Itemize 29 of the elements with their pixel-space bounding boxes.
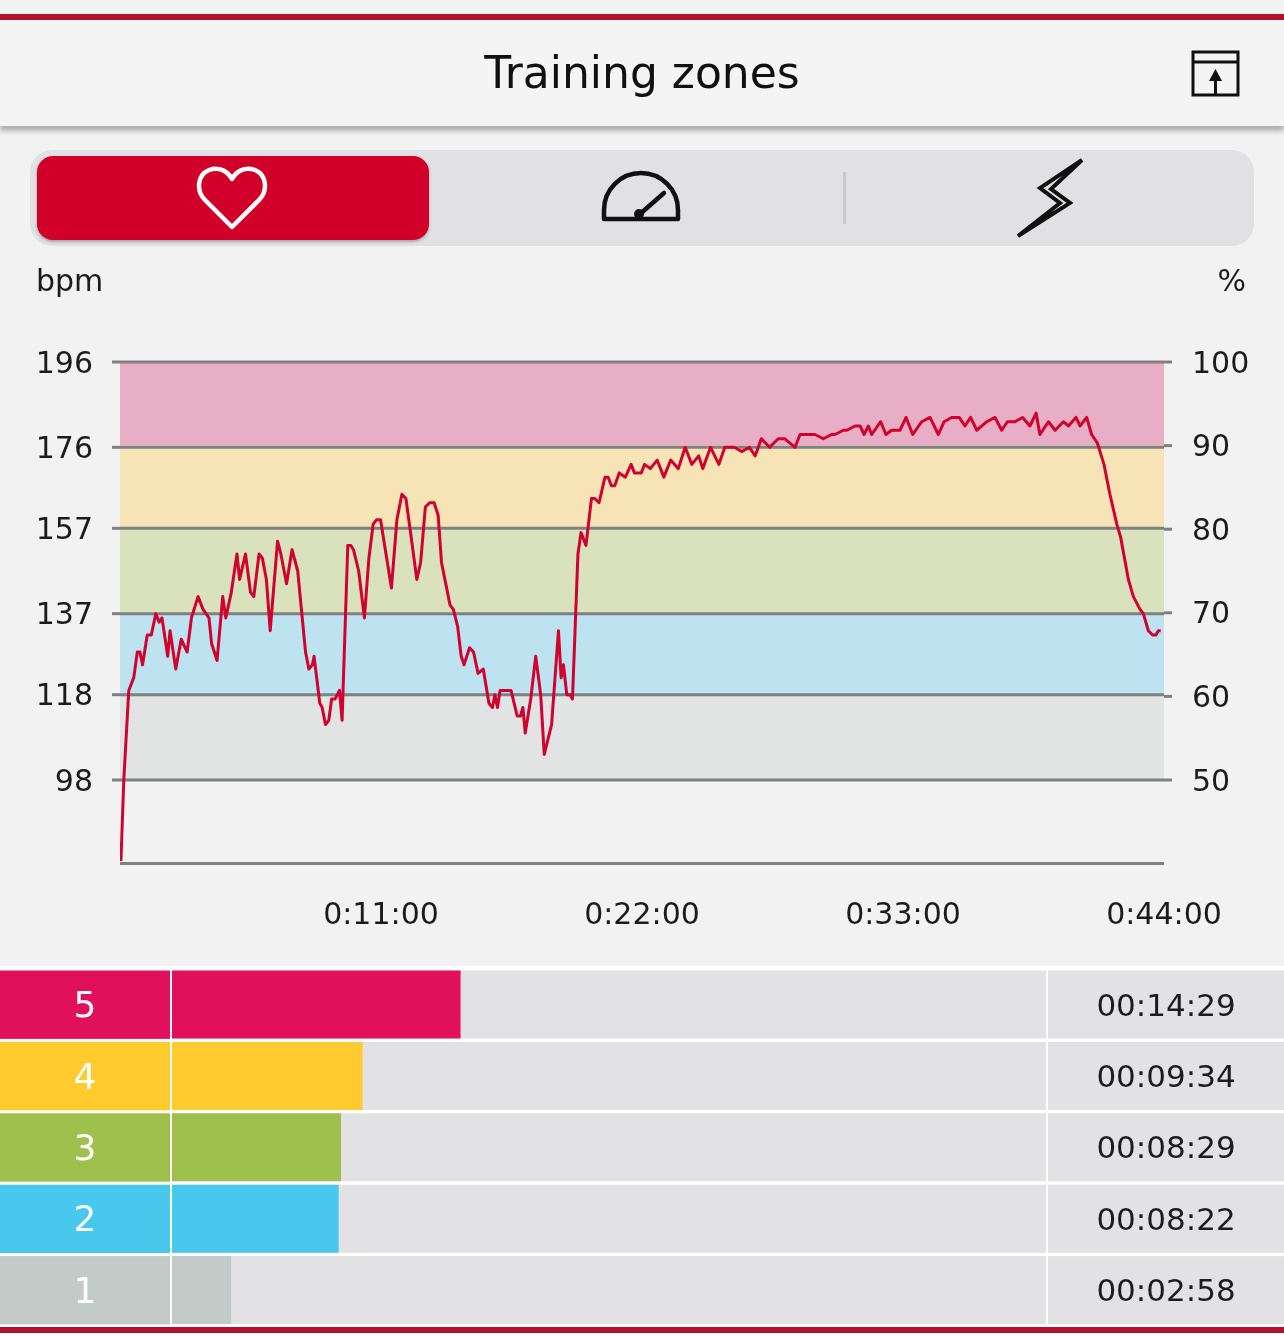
y-tick-label: 98 xyxy=(54,762,93,798)
y2-tick-label: 100 xyxy=(1192,344,1250,380)
y-tick-label: 137 xyxy=(35,596,93,632)
chart-title: Training zones xyxy=(484,47,800,99)
y2-tick-label: 90 xyxy=(1192,428,1231,464)
y2-tick-label: 70 xyxy=(1192,595,1231,631)
data-label: 00:08:29 xyxy=(1096,1129,1236,1166)
y-tick-label: 157 xyxy=(35,511,93,546)
y-tick-label: 3 xyxy=(73,1127,97,1168)
y2-axis-title: % xyxy=(1217,263,1246,298)
x-tick-label: 0:33:00 xyxy=(845,895,961,931)
y-tick-label: 5 xyxy=(73,984,97,1026)
data-label: 00:14:29 xyxy=(1096,986,1236,1023)
y2-tick-label: 60 xyxy=(1192,679,1231,715)
y2-tick-label: 50 xyxy=(1192,762,1231,798)
y-tick-label: 1 xyxy=(73,1269,97,1311)
y-tick-label: 118 xyxy=(35,677,93,713)
data-label: 00:02:58 xyxy=(1096,1272,1236,1309)
y-tick-label: 196 xyxy=(35,344,93,380)
y-tick-label: 176 xyxy=(35,429,93,465)
y-axis-title: bpm xyxy=(36,263,104,299)
y-tick-label: 2 xyxy=(73,1198,97,1240)
y-tick-label: 4 xyxy=(73,1055,97,1097)
data-label: 00:08:22 xyxy=(1096,1200,1236,1237)
data-label: 00:09:34 xyxy=(1096,1057,1236,1094)
x-tick-label: 0:44:00 xyxy=(1106,895,1222,931)
x-tick-label: 0:11:00 xyxy=(323,895,439,931)
x-tick-label: 0:22:00 xyxy=(584,895,700,931)
y2-tick-label: 80 xyxy=(1192,511,1231,547)
